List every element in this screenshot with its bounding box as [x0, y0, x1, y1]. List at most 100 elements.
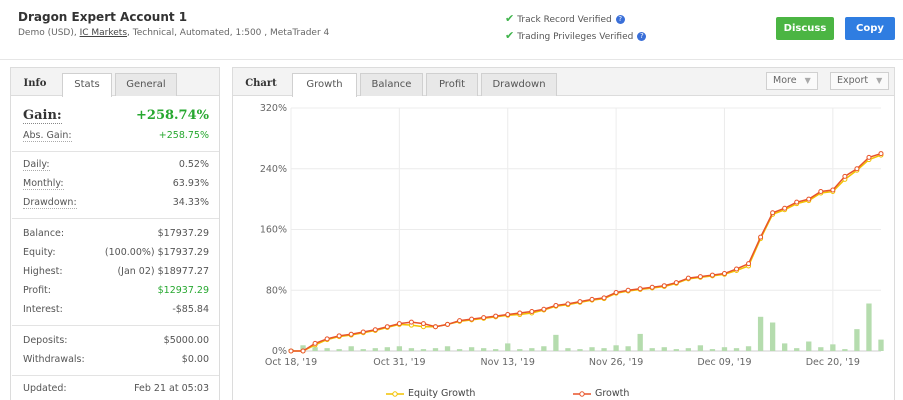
y-tick-label: 240%: [260, 164, 287, 175]
daily-value: 0.52%: [178, 159, 209, 170]
updated-value: Feb 21 at 05:03: [134, 383, 209, 394]
growth-point: [782, 205, 788, 211]
growth-point: [408, 319, 414, 325]
growth-point: [673, 280, 679, 286]
discuss-button[interactable]: Discuss: [776, 17, 834, 40]
growth-point: [866, 154, 872, 160]
growth-point: [517, 310, 523, 316]
help-icon[interactable]: ?: [637, 32, 647, 41]
check-icon: ✔: [505, 29, 515, 42]
deposits-label: Deposits:: [23, 335, 68, 346]
drawdown-value: 34.33%: [172, 197, 209, 208]
volume-bar: [878, 339, 884, 351]
tab-general[interactable]: General: [115, 73, 177, 96]
tab-drawdown[interactable]: Drawdown: [481, 73, 557, 96]
growth-point: [661, 283, 667, 289]
account-details: , Technical, Automated, 1:500 , MetaTrad…: [127, 28, 330, 38]
check-icon: ✔: [505, 12, 515, 25]
divider: [12, 325, 219, 326]
tab-stats[interactable]: Stats: [62, 73, 112, 97]
y-tick-label: 320%: [260, 103, 287, 114]
withdrawals-label: Withdrawals:: [23, 354, 85, 365]
volume-bar: [396, 346, 403, 351]
volume-bar: [733, 348, 740, 351]
gain-row: Gain: +258.74%: [23, 108, 209, 128]
x-tick-label: Oct 31, '19: [373, 357, 425, 368]
volume-bar: [757, 316, 764, 351]
withdrawals-row: Withdrawals: $0.00: [23, 354, 209, 370]
legend-growth[interactable]: Growth: [573, 388, 629, 399]
volume-bar: [468, 347, 475, 351]
volume-bar: [360, 349, 366, 351]
growth-point: [336, 333, 342, 339]
more-dropdown[interactable]: More ▼: [766, 72, 818, 90]
growth-chart[interactable]: 0% 80% 160% 240% 320% Oct 18, '19 Oct 31, '19…: [233, 96, 894, 400]
growth-point: [384, 324, 390, 330]
x-tick-label: Nov 26, '19: [589, 357, 643, 368]
volume-bar: [721, 347, 728, 351]
growth-point: [469, 316, 475, 322]
growth-point: [529, 309, 535, 315]
tab-balance[interactable]: Balance: [360, 73, 423, 96]
growth-point: [481, 315, 487, 321]
xtick-layer: Oct 18, '19 Oct 31, '19 Nov 13, '19 Nov 26,…: [265, 357, 860, 368]
volume-bar: [649, 348, 655, 351]
growth-point: [577, 299, 583, 305]
y-tick-label: 80%: [266, 285, 287, 296]
volume-bar: [432, 348, 439, 351]
volume-bar: [685, 348, 692, 351]
equity-growth-line: [291, 154, 882, 352]
highest-value: (Jan 02) $18977.27: [117, 266, 209, 277]
volume-bar: [324, 348, 330, 351]
chart-tabs: Chart Growth Balance Profit Drawdown Mor…: [233, 68, 894, 97]
trading-privileges-verified: ✔ Trading Privileges Verified?: [505, 29, 647, 42]
growth-point: [312, 340, 318, 346]
abs-gain-value: +258.75%: [158, 130, 209, 141]
copy-button[interactable]: Copy: [845, 17, 895, 40]
profit-label: Profit:: [23, 285, 51, 296]
balance-row: Balance: $17937.29: [23, 228, 209, 244]
abs-gain-label: Abs. Gain:: [23, 130, 72, 142]
tab-profit[interactable]: Profit: [426, 73, 478, 96]
deposits-value: $5000.00: [163, 335, 209, 346]
export-dropdown[interactable]: Export ▼: [830, 72, 890, 90]
broker-link[interactable]: IC Markets: [79, 28, 128, 38]
growth-point: [721, 271, 727, 277]
volume-bar: [420, 349, 427, 351]
volume-bar: [613, 345, 619, 351]
chart-tabs-label: Chart: [245, 78, 277, 89]
help-icon[interactable]: ?: [615, 15, 625, 24]
volume-bar: [300, 345, 306, 351]
tab-growth[interactable]: Growth: [292, 73, 357, 97]
growth-point: [758, 234, 764, 240]
growth-layer: [288, 151, 884, 354]
volume-bar: [312, 347, 318, 351]
volume-bar: [553, 334, 559, 351]
volume-bar: [517, 349, 523, 351]
legend-equity-growth[interactable]: Equity Growth: [386, 388, 475, 399]
updated-label: Updated:: [23, 383, 67, 394]
volume-bar: [601, 348, 607, 351]
volume-bar: [505, 343, 511, 351]
volume-bar: [589, 347, 595, 351]
volume-bar: [697, 345, 704, 351]
profit-value: $12937.29: [157, 285, 209, 296]
deposits-row: Deposits: $5000.00: [23, 335, 209, 351]
growth-point: [625, 287, 631, 293]
x-tick-label: Dec 20, '19: [806, 357, 860, 368]
growth-legend-swatch: [573, 390, 591, 397]
account-subtitle: Demo (USD), IC Markets, Technical, Autom…: [18, 28, 329, 38]
volume-bar: [709, 349, 716, 351]
profit-row: Profit: $12937.29: [23, 285, 209, 301]
x-tick-label: Dec 09, '19: [697, 357, 751, 368]
growth-point: [854, 166, 860, 172]
growth-point: [709, 272, 715, 278]
divider: [12, 218, 219, 219]
divider: [12, 151, 219, 152]
volume-bar: [806, 341, 812, 351]
volume-bar: [866, 303, 872, 351]
account-title: Dragon Expert Account 1: [18, 10, 188, 24]
drawdown-row: Drawdown: 34.33%: [23, 197, 209, 213]
interest-row: Interest: -$85.84: [23, 304, 209, 320]
chevron-down-icon: ▼: [876, 76, 883, 85]
